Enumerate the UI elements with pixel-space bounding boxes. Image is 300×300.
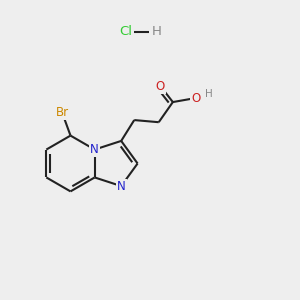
Text: N: N [90,143,99,156]
Text: O: O [191,92,201,104]
Text: O: O [156,80,165,94]
Text: H: H [205,89,213,99]
Text: Br: Br [56,106,69,119]
Text: Cl: Cl [119,25,132,38]
Text: N: N [117,180,126,193]
Text: H: H [152,25,161,38]
